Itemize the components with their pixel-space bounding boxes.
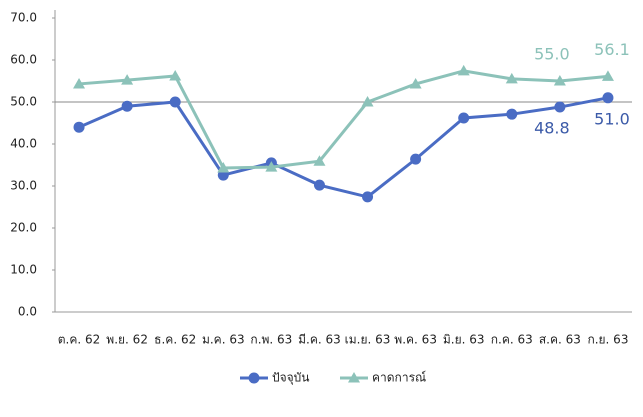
data-point xyxy=(169,69,182,81)
data-point xyxy=(73,121,85,133)
data-point xyxy=(169,96,181,108)
legend-marker xyxy=(348,372,360,383)
data-point xyxy=(121,74,134,85)
y-tick-label: 40.0 xyxy=(10,137,37,151)
data-label: 51.0 xyxy=(594,109,630,128)
y-tick-label: 30.0 xyxy=(10,179,37,193)
data-label: 55.0 xyxy=(534,45,570,64)
y-tick-label: 10.0 xyxy=(10,263,37,277)
data-point xyxy=(362,191,374,203)
x-tick-label: พ.ค. 63 xyxy=(394,333,437,347)
series-line xyxy=(78,69,609,170)
data-point xyxy=(553,75,566,86)
x-tick-label: ม.ค. 63 xyxy=(202,333,245,347)
data-point xyxy=(121,100,133,112)
y-tick-label: 50.0 xyxy=(10,95,37,109)
data-label: 48.8 xyxy=(534,119,570,138)
data-point xyxy=(73,77,86,89)
x-tick-label: พ.ย. 62 xyxy=(106,333,148,347)
x-tick-label: ก.ย. 63 xyxy=(587,333,628,347)
series-line xyxy=(78,96,609,199)
y-tick-label: 20.0 xyxy=(10,221,37,235)
data-label: 56.1 xyxy=(594,40,630,59)
x-tick-label: ธ.ค. 62 xyxy=(154,333,196,347)
data-point xyxy=(554,101,566,113)
data-point xyxy=(361,96,374,107)
data-point xyxy=(217,161,230,173)
data-point xyxy=(505,72,518,84)
legend-marker xyxy=(248,372,260,384)
x-tick-label: ส.ค. 63 xyxy=(539,333,581,347)
data-point xyxy=(457,64,470,76)
y-tick-label: 70.0 xyxy=(10,11,37,25)
data-point xyxy=(313,155,326,166)
x-tick-label: ก.ค. 63 xyxy=(491,333,533,347)
data-point xyxy=(265,161,278,172)
x-tick-label: ต.ค. 62 xyxy=(58,333,101,347)
x-tick-label: เม.ย. 63 xyxy=(345,333,391,347)
y-tick-label: 60.0 xyxy=(10,53,37,67)
data-point xyxy=(409,77,422,89)
x-tick-label: ก.พ. 63 xyxy=(250,333,292,347)
data-point xyxy=(313,179,325,191)
data-point xyxy=(601,70,614,81)
data-point xyxy=(410,153,422,165)
legend-label: ปัจจุบัน xyxy=(272,371,310,386)
x-tick-label: มิ.ย. 63 xyxy=(443,333,485,347)
data-point xyxy=(458,112,470,124)
legend-label: คาดการณ์ xyxy=(372,371,426,385)
data-point xyxy=(602,92,614,104)
y-tick-label: 0.0 xyxy=(18,305,37,319)
data-point xyxy=(506,108,518,120)
x-tick-label: มี.ค. 63 xyxy=(298,333,341,347)
